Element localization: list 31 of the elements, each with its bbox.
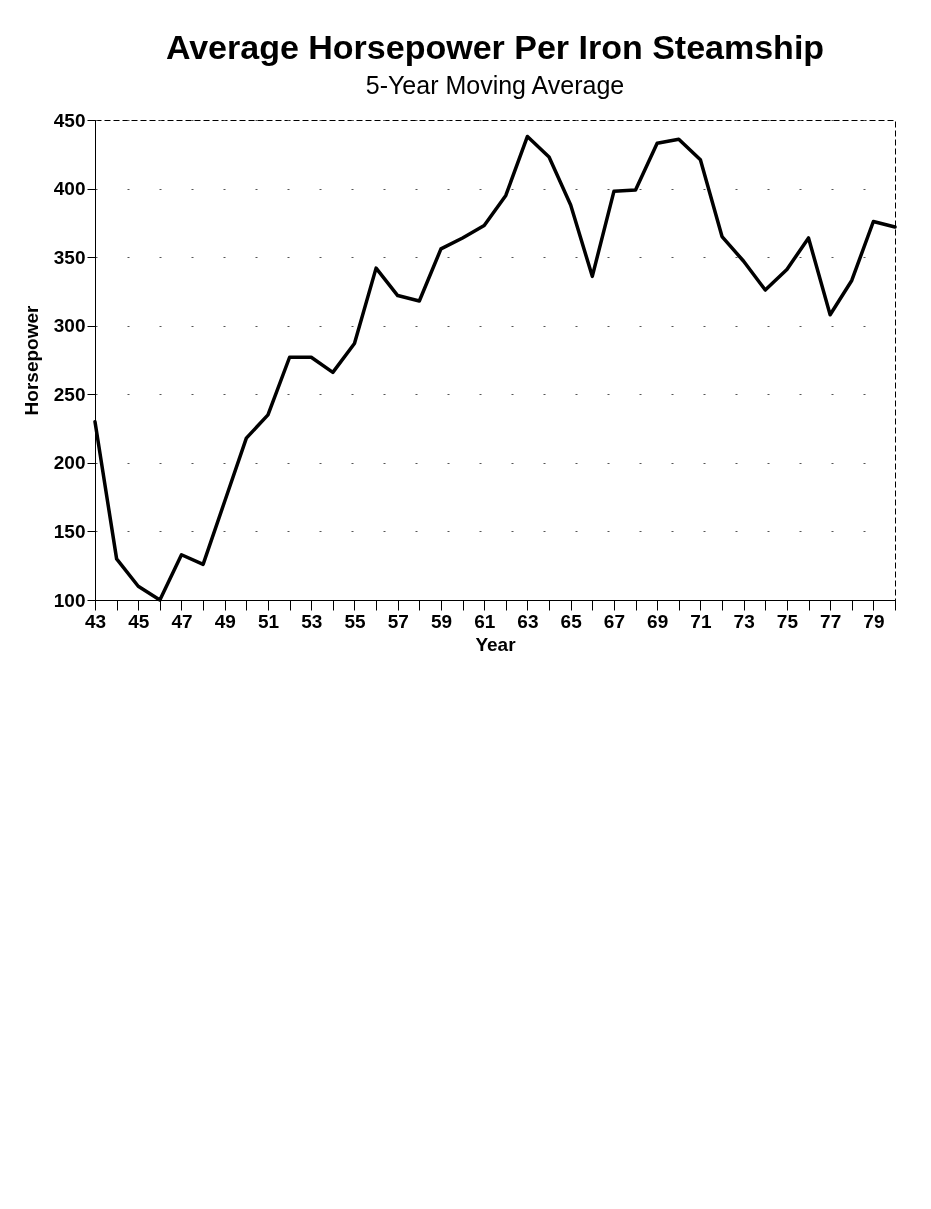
y-tick-label: 350 (53, 246, 86, 268)
x-tick-label: 67 (603, 610, 625, 632)
x-tick-label: 53 (301, 610, 323, 632)
x-tick-label: 55 (344, 610, 366, 632)
x-tick-label: 61 (474, 610, 496, 632)
x-tick-label: 79 (863, 610, 885, 632)
y-tick-label: 250 (53, 383, 86, 405)
x-tick-label: 43 (84, 610, 107, 632)
y-tick-label: 200 (53, 452, 86, 474)
x-tick-label: 45 (128, 610, 150, 632)
y-tick-label: 150 (53, 520, 86, 542)
x-tick-label: 69 (647, 610, 669, 632)
x-tick-label: 63 (517, 610, 539, 632)
x-tick-label: 57 (387, 610, 409, 632)
x-tick-label: 47 (171, 610, 193, 632)
chart-subtitle: 5-Year Moving Average (365, 71, 625, 99)
y-axis-title: Horsepower (20, 304, 42, 416)
x-tick-label: 73 (733, 610, 755, 632)
x-tick-label: 75 (776, 610, 799, 632)
y-tick-label: 400 (53, 178, 86, 200)
x-tick-label: 71 (690, 610, 712, 632)
chart-title: Average Horsepower Per Iron Steamship (165, 28, 825, 66)
y-tick-label: 100 (53, 589, 86, 611)
x-axis-title: Year (475, 633, 517, 655)
x-tick-label: 59 (430, 610, 453, 632)
x-tick-label: 77 (820, 610, 842, 632)
x-tick-label: 49 (214, 610, 236, 632)
x-tick-label: 51 (257, 610, 280, 632)
y-tick-label: 300 (53, 315, 86, 337)
y-tick-label: 450 (53, 109, 86, 131)
x-tick-label: 65 (560, 610, 583, 632)
